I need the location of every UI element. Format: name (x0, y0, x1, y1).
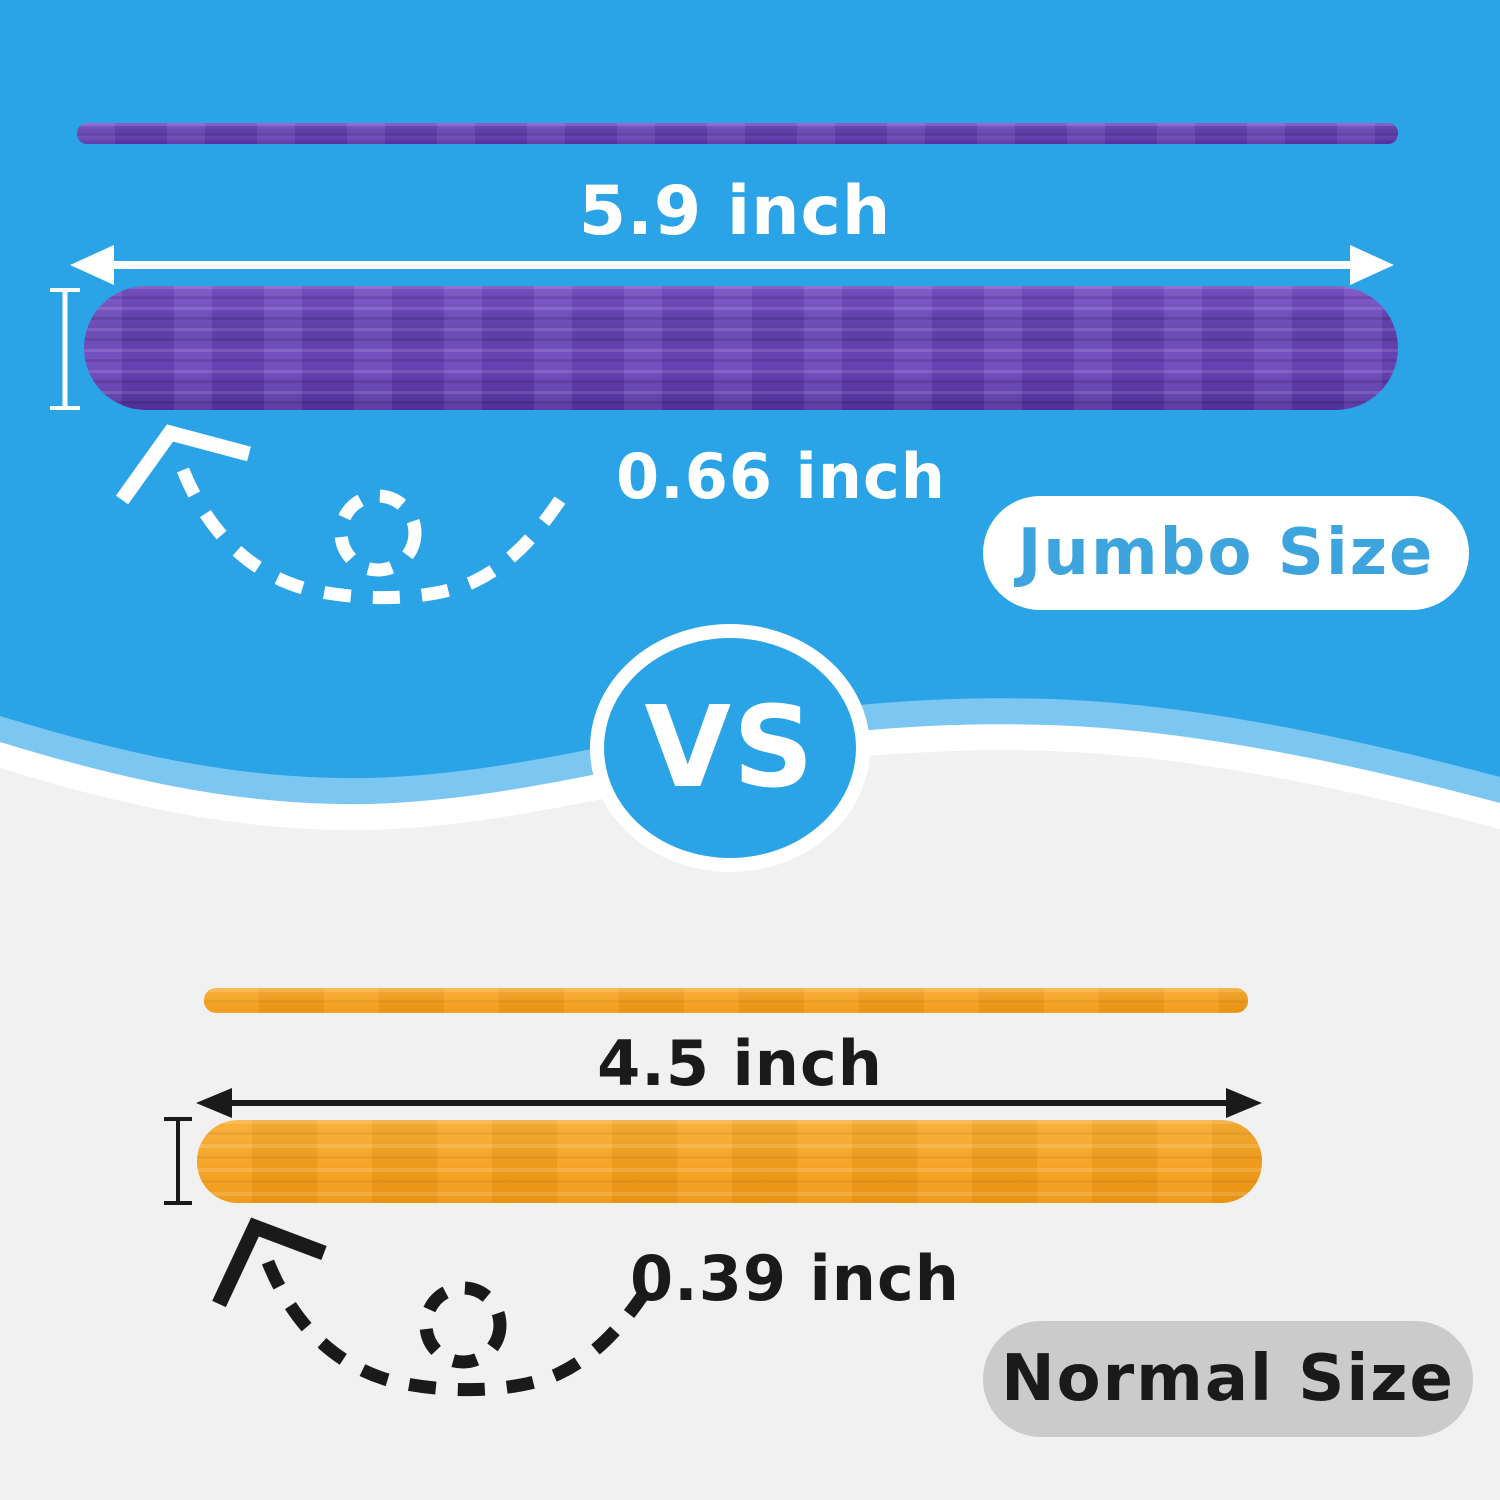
jumbo-length-label: 5.9 inch (578, 172, 892, 251)
normal-width-label: 0.39 inch (630, 1242, 960, 1315)
normal-length-arrow-icon (196, 1088, 1262, 1118)
normal-width-measure-icon (164, 1117, 192, 1205)
vs-badge: VS (590, 624, 870, 872)
normal-curved-arrow-icon (212, 1217, 653, 1397)
normal-length-label: 4.5 inch (597, 1027, 883, 1100)
jumbo-size-badge: Jumbo Size (983, 496, 1469, 610)
normal-size-badge: Normal Size (983, 1321, 1473, 1437)
jumbo-size-badge-label: Jumbo Size (1017, 516, 1435, 590)
normal-stick-edge-view (204, 988, 1248, 1013)
vs-label: VS (644, 683, 816, 813)
normal-stick (197, 1120, 1262, 1203)
normal-size-badge-label: Normal Size (1001, 1342, 1455, 1416)
jumbo-width-measure-icon (50, 288, 80, 410)
jumbo-length-arrow-icon (70, 245, 1394, 285)
jumbo-curved-arrow-icon (115, 424, 568, 605)
jumbo-stick (84, 286, 1398, 410)
jumbo-stick-edge-view (77, 123, 1398, 144)
jumbo-width-label: 0.66 inch (616, 440, 946, 513)
